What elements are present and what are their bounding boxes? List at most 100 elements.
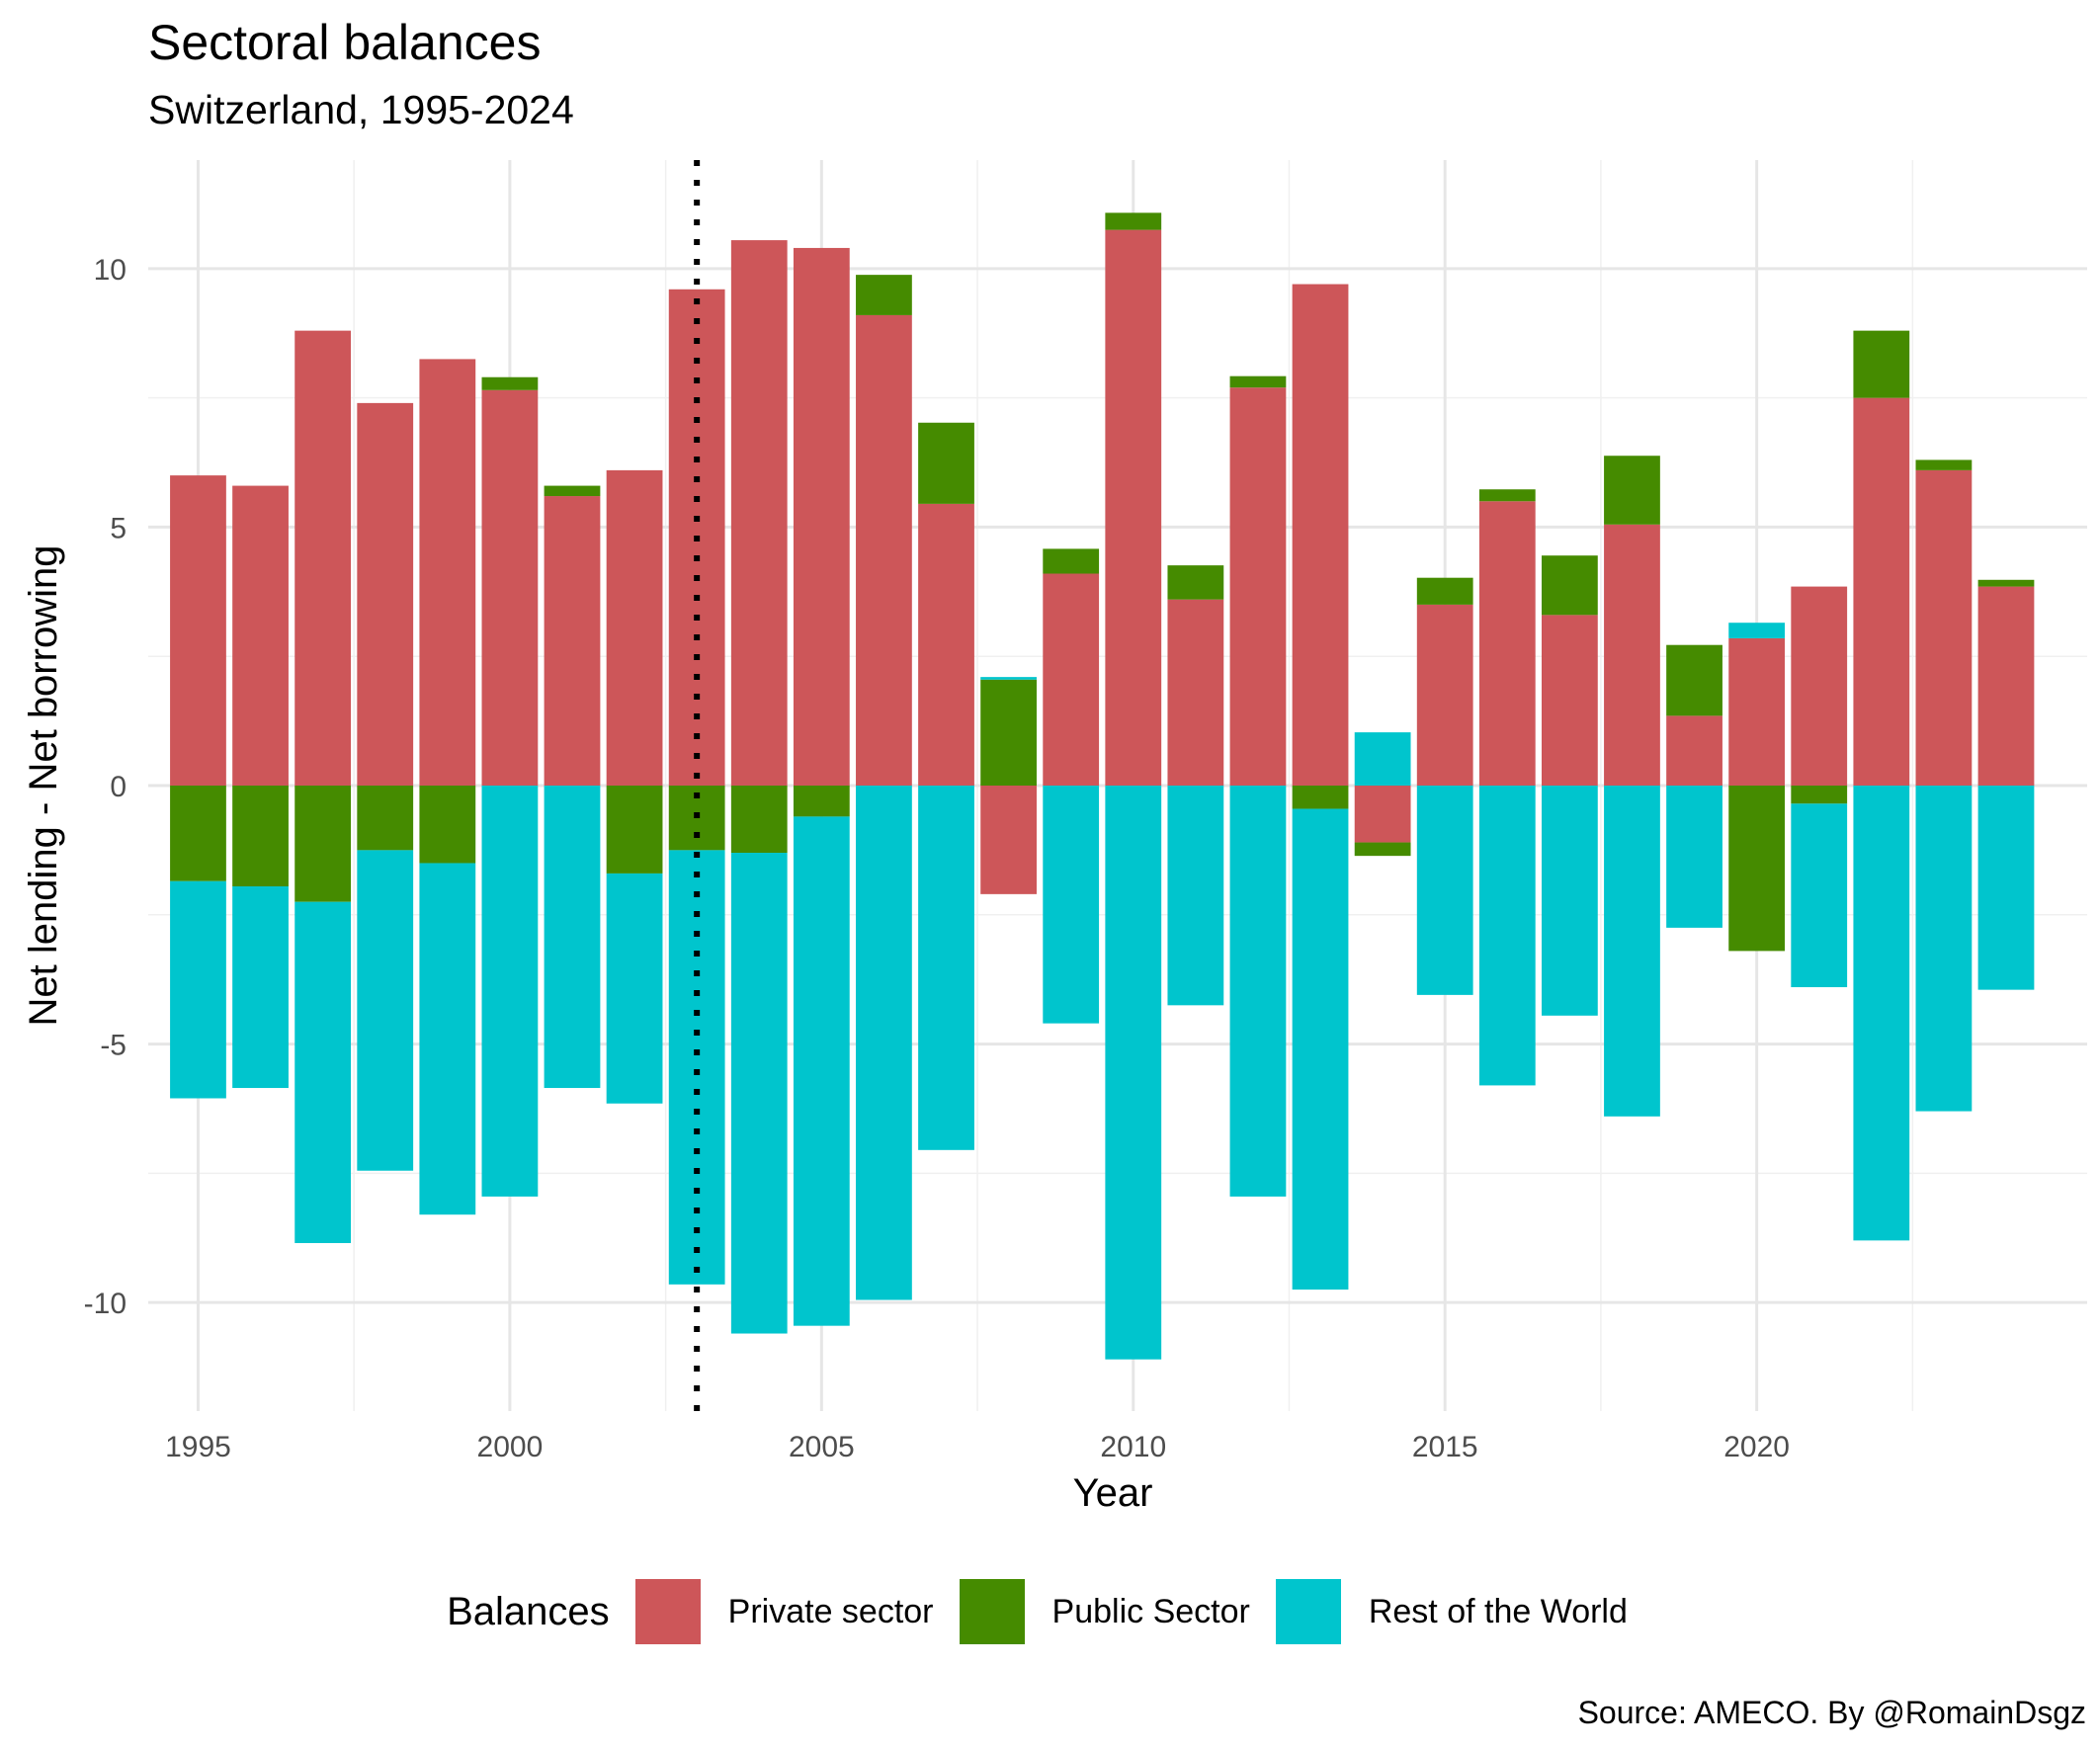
tick-layer: 1995 2000 2005 2010 2015 2020 -10 -5 0 5 10 <box>84 254 1790 1463</box>
bar-public-sector-2001 <box>544 485 601 497</box>
bar-private-sector-2008 <box>980 786 1037 894</box>
bar-private-sector-1998 <box>357 402 414 786</box>
bar-rest-of-the-world-1995 <box>170 880 226 1099</box>
bar-rest-of-the-world-2001 <box>544 786 601 1089</box>
bar-private-sector-1996 <box>232 485 289 786</box>
y-tick-label: 10 <box>94 254 126 287</box>
bar-public-sector-1996 <box>232 786 289 887</box>
bar-private-sector-2006 <box>856 314 912 786</box>
x-axis-title: Year <box>1073 1471 1153 1515</box>
legend-swatch-rest-of-world <box>1275 1579 1341 1644</box>
bar-public-sector-2020 <box>1728 786 1786 952</box>
bar-rest-of-the-world-2021 <box>1791 803 1848 988</box>
bar-public-sector-1997 <box>294 786 352 902</box>
bar-private-sector-1997 <box>294 330 352 786</box>
bar-public-sector-2011 <box>1167 565 1224 600</box>
bar-rest-of-the-world-2024 <box>1977 786 2035 990</box>
chart-title: Sectoral balances <box>148 15 542 70</box>
y-tick-label: 5 <box>110 512 126 544</box>
chart-subtitle: Switzerland, 1995-2024 <box>148 87 574 132</box>
bar-rest-of-the-world-2019 <box>1666 786 1722 928</box>
x-tick-label: 1995 <box>165 1431 231 1463</box>
bar-rest-of-the-world-2012 <box>1229 786 1287 1197</box>
bar-rest-of-the-world-2020 <box>1728 623 1786 638</box>
bar-private-sector-2000 <box>481 389 539 786</box>
bar-private-sector-2001 <box>544 496 601 786</box>
legend-item-rest-of-world: Rest of the World <box>1275 1579 1628 1644</box>
bar-rest-of-the-world-1996 <box>232 886 289 1089</box>
x-tick-label: 2000 <box>477 1431 544 1463</box>
bar-rest-of-the-world-2013 <box>1292 808 1349 1291</box>
bar-public-sector-1995 <box>170 786 226 881</box>
bar-private-sector-2016 <box>1478 501 1536 786</box>
bar-public-sector-2006 <box>856 275 912 315</box>
y-tick-label: -10 <box>84 1288 126 1320</box>
x-tick-label: 2005 <box>789 1431 855 1463</box>
bar-rest-of-the-world-2002 <box>606 873 663 1104</box>
bar-public-sector-2023 <box>1915 459 1973 470</box>
bar-public-sector-2022 <box>1853 330 1910 398</box>
legend: Balances Private sector Public Sector Re… <box>0 1579 2100 1644</box>
bar-rest-of-the-world-2005 <box>793 816 850 1326</box>
chart-caption: Source: AMECO. By @RomainDsgz <box>1577 1695 2086 1730</box>
bar-public-sector-2007 <box>918 422 974 504</box>
x-tick-label: 2015 <box>1412 1431 1478 1463</box>
bar-public-sector-2018 <box>1604 456 1660 525</box>
legend-title: Balances <box>447 1589 610 1633</box>
bar-rest-of-the-world-2016 <box>1478 786 1536 1086</box>
bar-rest-of-the-world-1998 <box>357 850 414 1171</box>
bar-private-sector-2017 <box>1541 615 1598 786</box>
bar-public-sector-1998 <box>357 786 414 851</box>
legend-swatch-private-sector <box>634 1579 701 1644</box>
bar-private-sector-2005 <box>793 247 850 786</box>
bar-private-sector-2018 <box>1604 524 1660 786</box>
bar-rest-of-the-world-2006 <box>856 786 912 1300</box>
legend-item-private-sector: Private sector <box>634 1579 934 1644</box>
bar-rest-of-the-world-2008 <box>980 677 1037 680</box>
y-tick-label: 0 <box>110 771 126 803</box>
bar-public-sector-2000 <box>481 376 539 390</box>
bar-public-sector-2021 <box>1791 786 1848 804</box>
bar-private-sector-2015 <box>1416 604 1473 786</box>
bar-public-sector-2008 <box>980 679 1037 786</box>
bar-public-sector-2017 <box>1541 555 1598 616</box>
bar-rest-of-the-world-2011 <box>1167 786 1224 1006</box>
x-tick-label: 2020 <box>1723 1431 1790 1463</box>
bar-rest-of-the-world-2022 <box>1853 786 1910 1241</box>
bar-rest-of-the-world-2023 <box>1915 786 1973 1112</box>
bar-private-sector-2024 <box>1977 586 2035 786</box>
bar-rest-of-the-world-2007 <box>918 786 974 1150</box>
chart-plot: 1995 2000 2005 2010 2015 2020 -10 -5 0 5 10 Year N… <box>22 160 2087 1515</box>
bar-rest-of-the-world-1997 <box>294 901 352 1243</box>
bar-private-sector-2023 <box>1915 469 1973 786</box>
bar-public-sector-2016 <box>1478 489 1536 502</box>
bar-rest-of-the-world-2000 <box>481 786 539 1197</box>
bar-rest-of-the-world-2004 <box>730 853 788 1334</box>
bar-rest-of-the-world-2017 <box>1541 786 1598 1016</box>
bar-public-sector-2013 <box>1292 786 1349 809</box>
bar-private-sector-2014 <box>1354 786 1411 843</box>
bar-public-sector-2014 <box>1354 842 1411 857</box>
x-tick-label: 2010 <box>1100 1431 1166 1463</box>
bar-public-sector-1999 <box>419 786 476 864</box>
y-axis-title: Net lending - Net borrowing <box>22 545 65 1027</box>
bar-private-sector-1995 <box>170 475 226 786</box>
y-tick-label: -5 <box>100 1030 126 1062</box>
bar-rest-of-the-world-2018 <box>1604 786 1660 1117</box>
legend-swatch-public-sector <box>959 1579 1025 1644</box>
bar-private-sector-1999 <box>419 359 476 786</box>
legend-label-rest-of-world: Rest of the World <box>1368 1592 1628 1630</box>
bar-public-sector-2009 <box>1043 548 1100 574</box>
bar-private-sector-2002 <box>606 469 663 786</box>
bar-public-sector-2019 <box>1666 644 1722 716</box>
bar-private-sector-2012 <box>1229 387 1287 786</box>
bar-public-sector-2024 <box>1977 579 2035 587</box>
bar-rest-of-the-world-2014 <box>1354 732 1411 786</box>
bar-public-sector-2012 <box>1229 375 1287 388</box>
bar-rest-of-the-world-2009 <box>1043 786 1100 1024</box>
bar-public-sector-2010 <box>1105 212 1162 230</box>
bar-public-sector-2015 <box>1416 577 1473 605</box>
bar-private-sector-2004 <box>730 240 788 786</box>
bar-private-sector-2010 <box>1105 229 1162 786</box>
bar-private-sector-2007 <box>918 503 974 786</box>
